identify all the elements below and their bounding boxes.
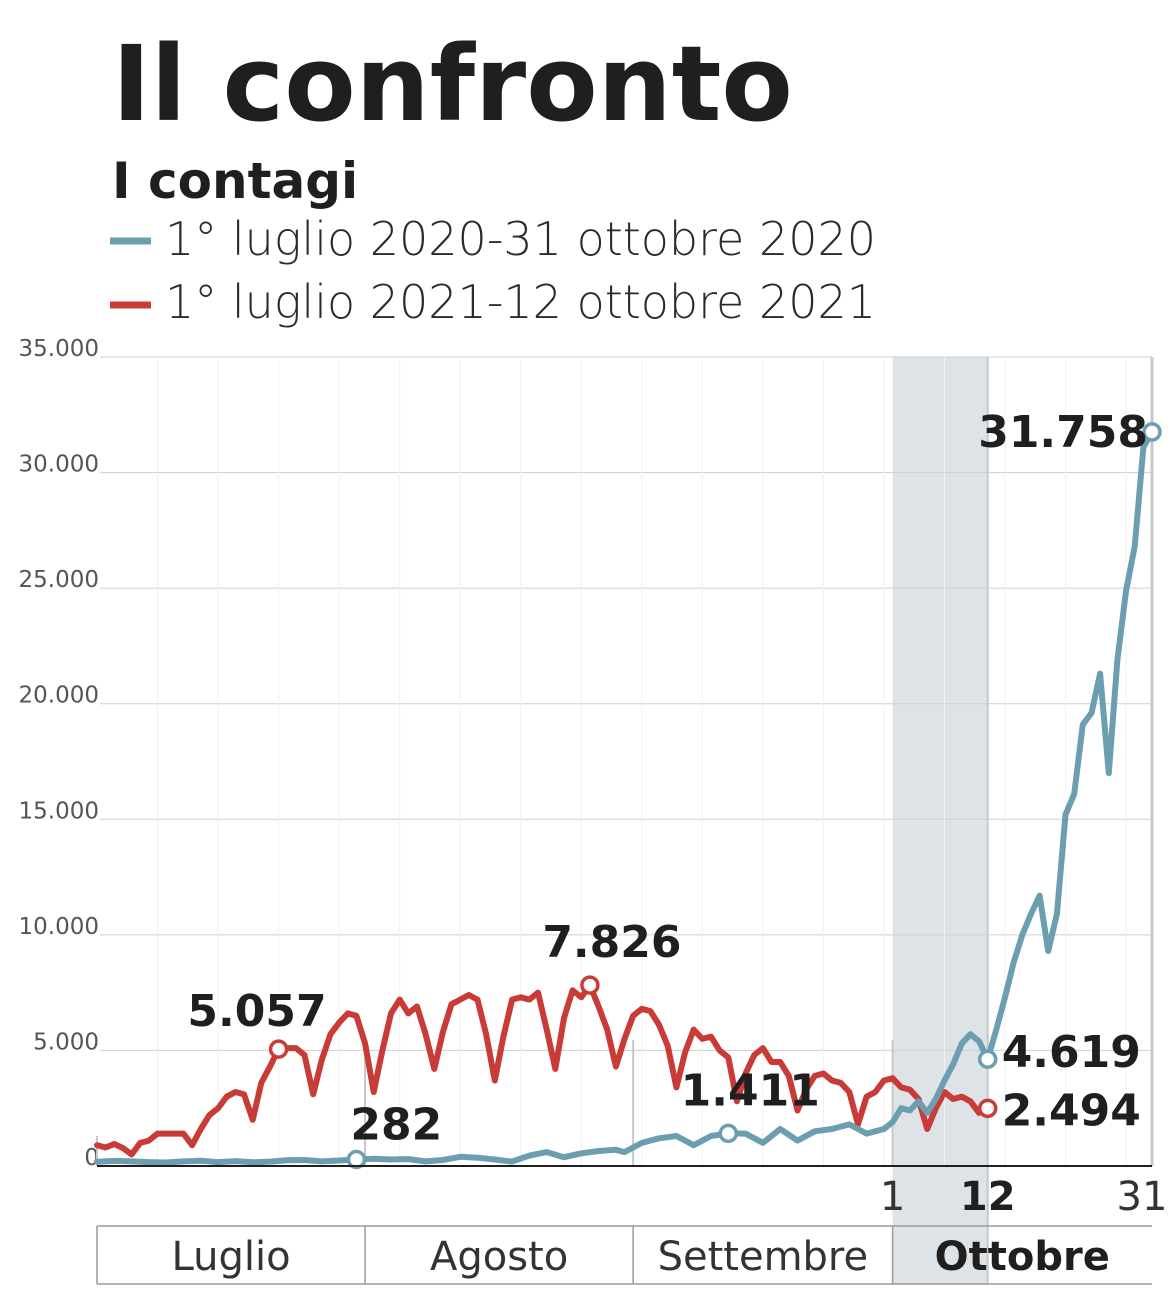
x-tick-label: 12: [960, 1174, 1016, 1220]
y-tick-label: 20.000: [19, 683, 99, 709]
chart-title: Il confronto: [112, 23, 793, 145]
month-label: Agosto: [430, 1234, 568, 1280]
series-line-0: [94, 428, 1155, 1166]
month-axis: Luglio Agosto Settembre Ottobre: [96, 1225, 1152, 1285]
annotation-marker: [1142, 422, 1162, 442]
annotation-marker: [580, 975, 600, 995]
legend: 1° luglio 2020-31 ottobre 2020 1° luglio…: [110, 212, 876, 329]
series-layer: [94, 428, 1155, 1166]
y-tick-label: 5.000: [33, 1029, 99, 1055]
y-tick-label: 35.000: [19, 336, 99, 362]
series-line-1: [94, 982, 991, 1158]
grid-layer: [100, 356, 1152, 1166]
x-tick-label: 31: [1117, 1174, 1168, 1220]
data-label: 5.057: [187, 986, 326, 1037]
legend-label-2021: 1° luglio 2021-12 ottobre 2021: [165, 275, 876, 329]
highlight-band-layer: [892, 357, 988, 1284]
legend-label-2020: 1° luglio 2020-31 ottobre 2020: [165, 212, 876, 266]
annotation-marker: [346, 1149, 367, 1170]
marker-layer: [268, 422, 1162, 1170]
y-tick-label: 25.000: [19, 567, 99, 593]
data-label: 31.758: [978, 407, 1148, 458]
y-tick-label: 10.000: [19, 914, 99, 940]
annotation-marker: [718, 1123, 739, 1144]
month-label: Luglio: [172, 1234, 291, 1280]
annotation-marker: [977, 1049, 998, 1069]
annotation-marker: [977, 1098, 998, 1119]
month-label: Settembre: [658, 1234, 869, 1280]
y-axis: 0 5.000 10.000 15.000 20.000 25.000 30.000 35.0…: [19, 336, 99, 1171]
highlight-band: [892, 357, 988, 1284]
data-label: 7.826: [542, 917, 681, 968]
chart-subtitle: I contagi: [112, 152, 358, 210]
annotation-layer: 5.057 282 7.826 1.411 4.619 2.494 31.758: [187, 407, 1148, 1151]
month-label: Ottobre: [935, 1234, 1110, 1280]
x-axis: 1 12 31: [97, 1165, 1168, 1220]
data-label: 4.619: [1002, 1027, 1141, 1078]
y-tick-label: 30.000: [19, 452, 99, 478]
data-label: 1.411: [681, 1065, 820, 1116]
month-dividers: [96, 357, 1154, 1284]
data-label: 2.494: [1002, 1085, 1141, 1136]
annotation-marker: [268, 1039, 289, 1059]
x-tick-label: 1: [880, 1174, 905, 1220]
y-tick-label: 15.000: [19, 798, 99, 824]
y-tick-label: 0: [84, 1145, 99, 1171]
data-label: 282: [350, 1099, 442, 1150]
